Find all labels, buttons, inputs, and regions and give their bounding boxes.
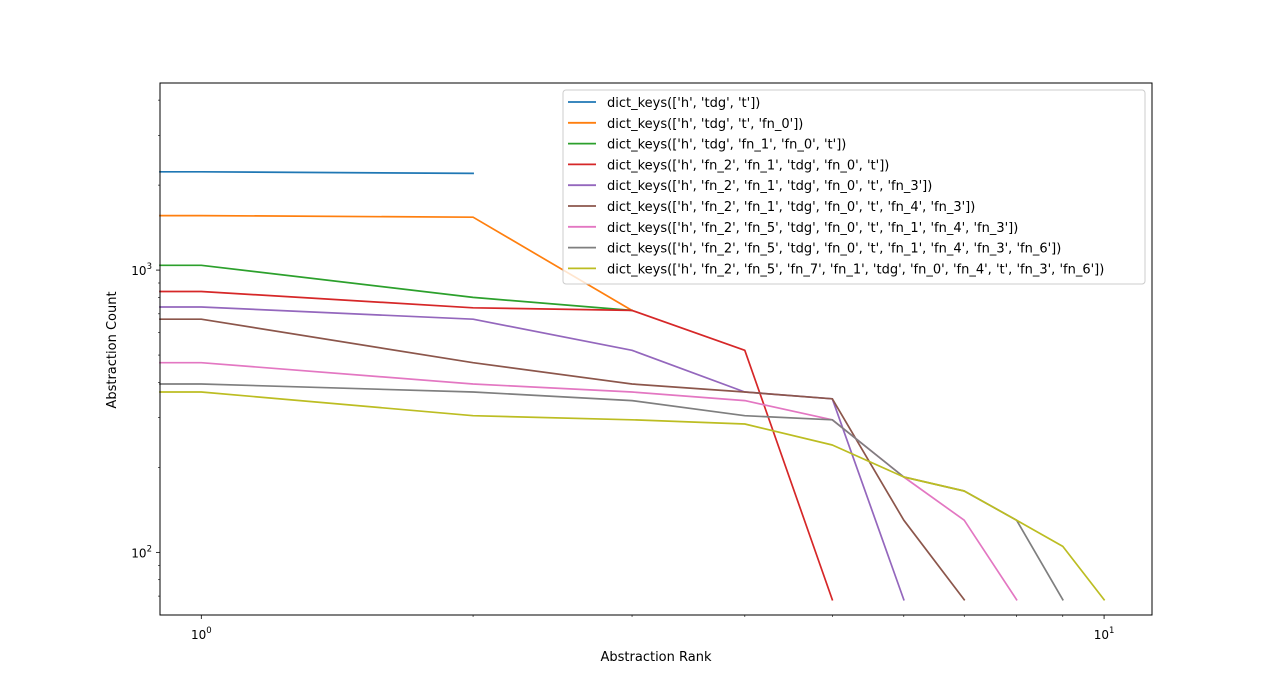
legend-label-8: dict_keys(['h', 'fn_2', 'fn_5', 'fn_7', … xyxy=(607,262,1104,277)
legend-label-4: dict_keys(['h', 'fn_2', 'fn_1', 'tdg', '… xyxy=(607,179,932,194)
y-axis-label: Abstraction Count xyxy=(105,291,120,408)
legend-label-7: dict_keys(['h', 'fn_2', 'fn_5', 'tdg', '… xyxy=(607,242,1061,257)
y-tick-label: 102 xyxy=(131,544,152,560)
series-line-6 xyxy=(159,361,1018,601)
legend-label-6: dict_keys(['h', 'fn_2', 'fn_5', 'tdg', '… xyxy=(607,221,1018,236)
series-line-8 xyxy=(159,391,1106,601)
x-axis-label: Abstraction Rank xyxy=(601,650,712,665)
series-line-1 xyxy=(159,214,634,312)
legend-label-2: dict_keys(['h', 'tdg', 'fn_1', 'fn_0', '… xyxy=(607,138,846,153)
series-line-5 xyxy=(159,318,966,601)
legend-frame xyxy=(562,89,1146,285)
legend-label-0: dict_keys(['h', 'tdg', 't']) xyxy=(607,96,760,111)
legend-label-5: dict_keys(['h', 'fn_2', 'fn_1', 'tdg', '… xyxy=(607,200,975,215)
series-line-3 xyxy=(159,290,834,601)
plot-frame xyxy=(159,82,1153,616)
series-line-0 xyxy=(159,170,474,175)
x-tick-label: 100 xyxy=(191,626,212,642)
y-tick-label: 103 xyxy=(131,262,152,278)
x-tick-label: 101 xyxy=(1094,626,1115,642)
legend-label-3: dict_keys(['h', 'fn_2', 'fn_1', 'tdg', '… xyxy=(607,158,889,173)
series-layer xyxy=(159,170,1106,601)
legend-label-1: dict_keys(['h', 'tdg', 't', 'fn_0']) xyxy=(607,117,803,132)
series-line-2 xyxy=(159,264,633,312)
legend: dict_keys(['h', 'tdg', 't']) dict_keys(['… xyxy=(562,89,1146,285)
